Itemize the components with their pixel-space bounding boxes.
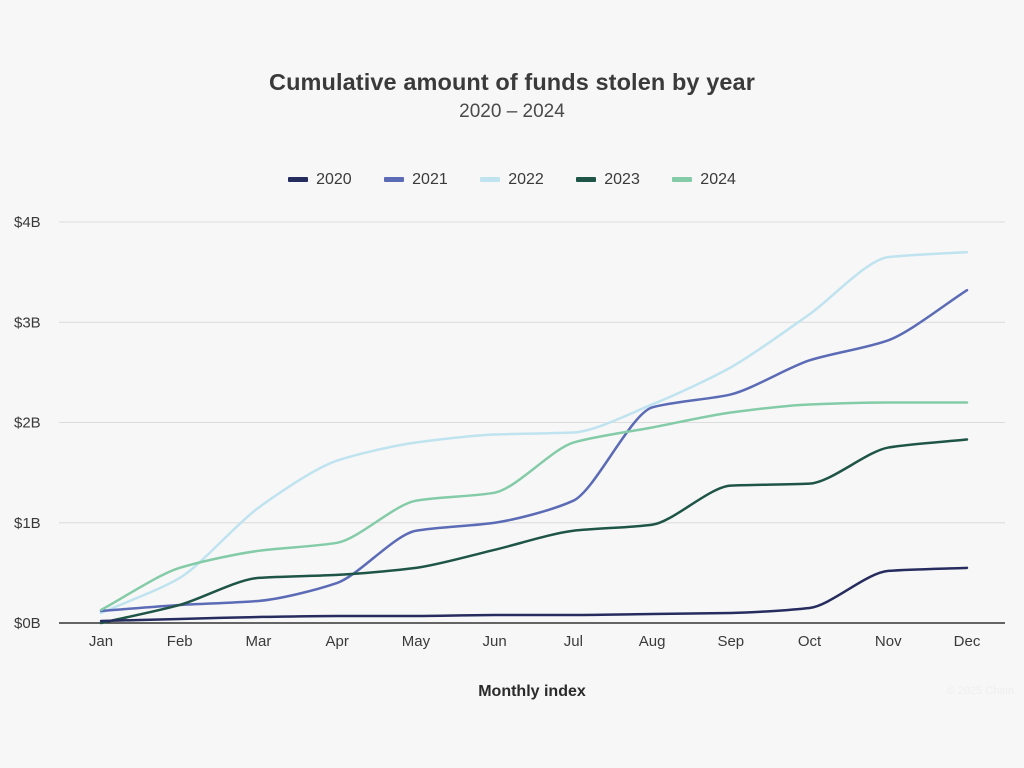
svg-text:Jun: Jun	[483, 633, 507, 650]
svg-text:Aug: Aug	[639, 633, 666, 650]
svg-text:Sep: Sep	[717, 633, 744, 650]
svg-text:Nov: Nov	[875, 633, 902, 650]
svg-text:$0B: $0B	[14, 615, 41, 632]
svg-text:May: May	[402, 633, 431, 650]
svg-text:$1B: $1B	[14, 515, 41, 532]
svg-text:$4B: $4B	[14, 214, 41, 231]
svg-text:Feb: Feb	[167, 633, 193, 650]
svg-text:Dec: Dec	[954, 633, 981, 650]
svg-text:Jul: Jul	[564, 633, 583, 650]
svg-text:$3B: $3B	[14, 314, 41, 331]
svg-text:$2B: $2B	[14, 415, 41, 432]
svg-text:Jan: Jan	[89, 633, 113, 650]
svg-text:Apr: Apr	[326, 633, 349, 650]
svg-text:Mar: Mar	[246, 633, 272, 650]
svg-text:Oct: Oct	[798, 633, 822, 650]
